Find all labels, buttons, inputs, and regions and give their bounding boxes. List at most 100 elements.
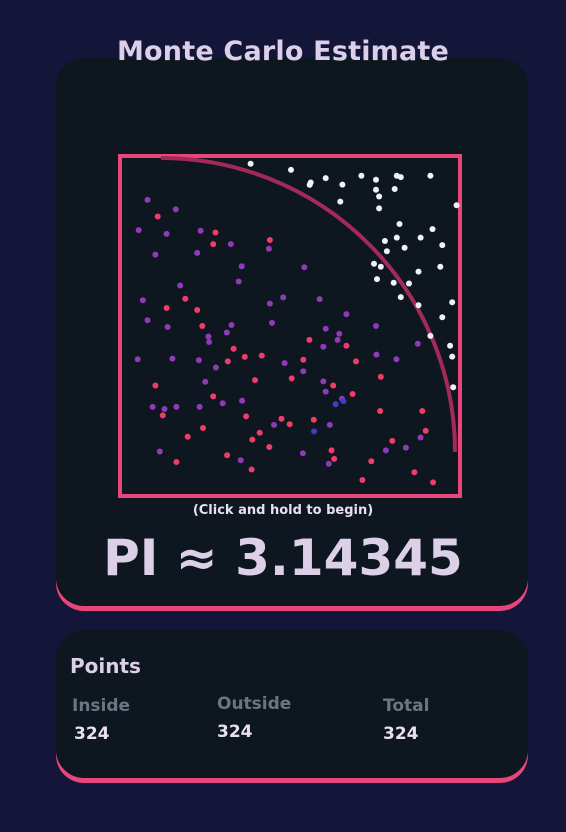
sample-point xyxy=(430,479,437,486)
sample-point xyxy=(310,416,317,423)
sample-point xyxy=(390,279,397,286)
sample-point xyxy=(337,198,344,205)
outside-value: 324 xyxy=(217,722,253,742)
sample-point xyxy=(336,330,343,337)
sample-point xyxy=(383,248,390,255)
sample-point xyxy=(330,382,337,389)
sample-point xyxy=(300,368,307,375)
sample-point xyxy=(248,466,255,473)
sample-point xyxy=(353,358,359,365)
sample-point xyxy=(249,436,256,443)
stat-inside: Inside 324 xyxy=(72,696,130,744)
sample-point xyxy=(325,460,332,467)
simulation-canvas[interactable] xyxy=(118,154,462,498)
sample-point xyxy=(340,398,347,405)
sample-point xyxy=(230,345,237,352)
sample-point xyxy=(377,408,384,414)
hint-text: (Click and hold to begin) xyxy=(192,503,374,518)
outside-label: Outside xyxy=(217,694,292,714)
sample-point xyxy=(419,408,426,414)
plot-frame xyxy=(118,154,462,498)
sample-point xyxy=(447,342,454,349)
sample-point xyxy=(406,280,412,287)
sample-point xyxy=(223,329,230,336)
sample-point xyxy=(429,226,436,233)
sample-point xyxy=(265,245,272,252)
sample-point xyxy=(439,314,446,321)
sample-point xyxy=(163,305,170,311)
sample-point xyxy=(197,227,204,234)
sample-point xyxy=(301,264,308,271)
sample-point xyxy=(235,278,242,285)
sample-point xyxy=(332,401,339,408)
sample-point xyxy=(281,360,288,367)
sample-point xyxy=(381,238,388,244)
sample-point xyxy=(373,176,379,183)
sample-point xyxy=(288,375,295,382)
sample-point xyxy=(322,325,329,332)
sample-point xyxy=(278,415,285,422)
sample-point xyxy=(427,172,434,179)
sample-point xyxy=(322,388,329,395)
sample-point xyxy=(224,452,231,459)
sample-point xyxy=(139,297,146,304)
sample-point xyxy=(169,355,176,362)
sample-point xyxy=(196,403,203,410)
sample-point xyxy=(368,458,375,465)
sample-point xyxy=(159,412,166,419)
total-label: Total xyxy=(383,696,430,716)
sample-point xyxy=(377,263,384,270)
sample-point xyxy=(163,230,170,237)
total-value: 324 xyxy=(383,724,419,744)
sample-point xyxy=(343,342,350,349)
sample-point xyxy=(288,166,294,173)
scatter-plot[interactable] xyxy=(118,154,462,498)
sample-point xyxy=(258,352,265,359)
sample-point xyxy=(349,391,356,397)
sample-point xyxy=(134,356,141,363)
sample-point xyxy=(247,160,254,167)
sample-point xyxy=(415,302,422,309)
sample-point xyxy=(271,421,277,428)
sample-point xyxy=(401,244,408,251)
sample-point xyxy=(437,263,444,270)
sample-point xyxy=(374,276,380,283)
sample-point xyxy=(194,249,201,256)
sample-point xyxy=(237,457,244,464)
sample-point xyxy=(144,317,151,324)
sample-point xyxy=(161,406,168,412)
sample-point xyxy=(238,263,245,270)
sample-point xyxy=(156,448,163,455)
sample-point xyxy=(202,378,209,385)
sample-point xyxy=(154,213,161,220)
sample-point xyxy=(184,433,191,440)
sample-point xyxy=(182,295,189,302)
sample-point xyxy=(393,356,400,363)
sample-point xyxy=(391,186,398,192)
sample-point xyxy=(280,294,287,301)
sample-point xyxy=(376,193,383,200)
sample-point xyxy=(389,437,396,444)
sample-point xyxy=(200,425,206,431)
inside-label: Inside xyxy=(72,696,131,716)
sample-point xyxy=(239,397,246,404)
sample-point xyxy=(144,196,151,203)
sample-point xyxy=(269,319,275,326)
quarter-circle-arc xyxy=(160,156,457,453)
sample-point xyxy=(266,237,273,243)
sample-point xyxy=(299,450,306,457)
sample-point xyxy=(320,378,327,385)
sample-point xyxy=(339,181,346,188)
sample-point xyxy=(373,323,379,329)
sample-point xyxy=(402,444,409,451)
sample-point xyxy=(266,300,273,307)
sample-point xyxy=(243,413,250,420)
sample-point xyxy=(227,241,234,248)
sample-point xyxy=(173,459,180,465)
sample-point xyxy=(334,336,341,343)
points-layer xyxy=(134,160,460,486)
estimate-card xyxy=(56,58,528,606)
sample-point xyxy=(252,377,258,384)
sample-point xyxy=(177,282,184,289)
